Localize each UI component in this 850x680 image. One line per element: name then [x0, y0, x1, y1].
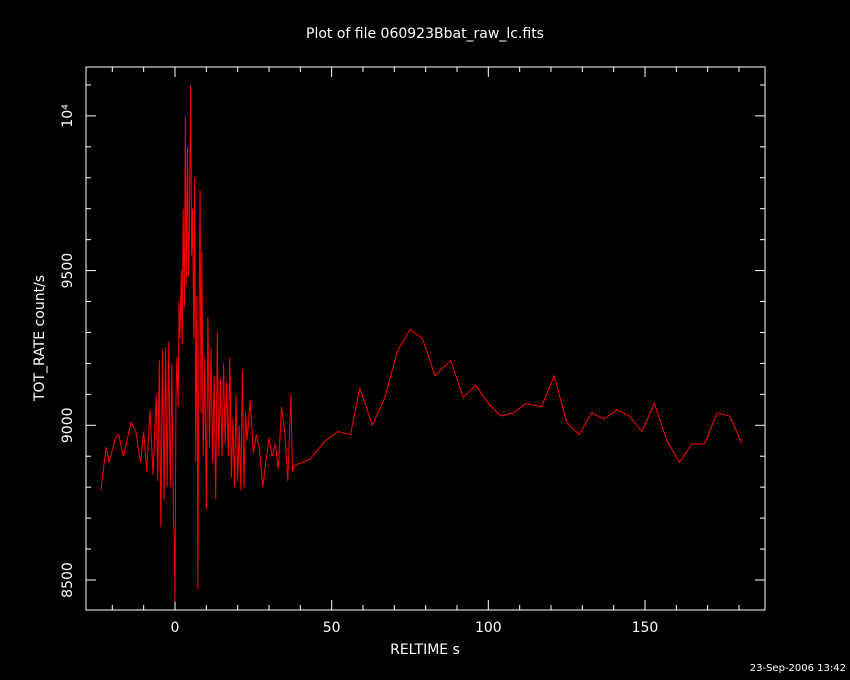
y-axis-label: TOT_RATE count/s [32, 275, 48, 402]
x-tick-label: 0 [171, 620, 180, 636]
x-axis-label: RELTIME s [390, 642, 460, 658]
x-tick-label: 100 [475, 620, 502, 636]
chart-title: Plot of file 060923Bbat_raw_lc.fits [306, 26, 544, 42]
y-tick-label: 8500 [60, 562, 76, 598]
y-tick-label: 10⁴ [60, 104, 76, 128]
light-curve [100, 84, 743, 602]
y-tick-label: 9500 [60, 253, 76, 289]
footer: 23-Sep-2006 13:42 [750, 663, 846, 674]
y-tick-label: 9000 [60, 407, 76, 443]
x-tick-label: 50 [323, 620, 341, 636]
x-tick-label: 150 [632, 620, 659, 636]
